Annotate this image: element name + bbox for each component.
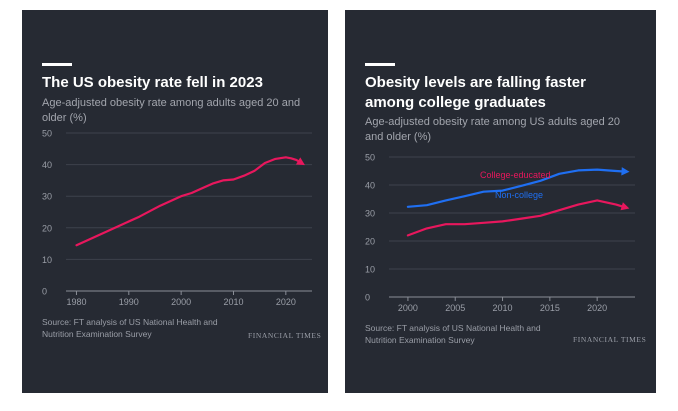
chart-subtitle: Age-adjusted obesity rate among adults a… (42, 97, 301, 124)
y-tick-label: 40 (365, 181, 375, 191)
y-tick-label: 30 (365, 209, 375, 219)
x-tick-label: 2010 (223, 297, 243, 307)
x-tick-label: 2000 (398, 303, 418, 313)
source-note: Source: FT analysis of US National Healt… (365, 323, 541, 345)
accent-bar (365, 63, 395, 66)
y-tick-label: 0 (42, 287, 47, 297)
x-tick-label: 2010 (493, 303, 513, 313)
x-tick-label: 1990 (119, 297, 139, 307)
y-tick-label: 30 (42, 192, 52, 202)
x-tick-label: 2000 (171, 297, 191, 307)
series-label: College-educated (480, 170, 551, 180)
chart-subtitle: Age-adjusted obesity rate among US adult… (365, 116, 620, 143)
y-tick-label: 0 (365, 293, 370, 303)
arrow-icon (295, 157, 305, 166)
source-note: Source: FT analysis of US National Healt… (42, 317, 218, 339)
y-tick-label: 50 (365, 153, 375, 163)
ft-logo: FINANCIAL TIMES (248, 331, 322, 340)
x-tick-label: 2005 (445, 303, 465, 313)
x-tick-label: 1980 (66, 297, 86, 307)
x-tick-label: 2020 (587, 303, 607, 313)
ft-logo: FINANCIAL TIMES (573, 335, 647, 344)
y-tick-label: 20 (42, 223, 52, 233)
x-tick-label: 2020 (276, 297, 296, 307)
series-line (406, 168, 627, 208)
arrow-icon (621, 167, 630, 176)
line-chart: 0 10 20 30 40 50 2000 2005 2010 2015 2020 Non-colle… (365, 153, 635, 313)
line-chart: 0 10 20 30 40 50 1980 1990 2000 2010 2020 (42, 129, 312, 307)
chart-panel-left: The US obesity rate fell in 2023 Age-adj… (22, 10, 328, 393)
y-tick-label: 20 (365, 237, 375, 247)
series-line (75, 156, 303, 247)
chart-title: The US obesity rate fell in 2023 (42, 74, 263, 91)
accent-bar (42, 63, 72, 66)
chart-panel-right: Obesity levels are falling faster among … (345, 10, 656, 393)
y-tick-label: 10 (42, 255, 52, 265)
series-line (406, 199, 627, 237)
series-label: Non-college (495, 190, 543, 200)
arrow-icon (620, 202, 630, 211)
x-tick-label: 2015 (540, 303, 560, 313)
chart-title: Obesity levels are falling faster among … (365, 74, 586, 111)
y-tick-label: 50 (42, 129, 52, 139)
y-tick-label: 10 (365, 265, 375, 275)
y-tick-label: 40 (42, 160, 52, 170)
